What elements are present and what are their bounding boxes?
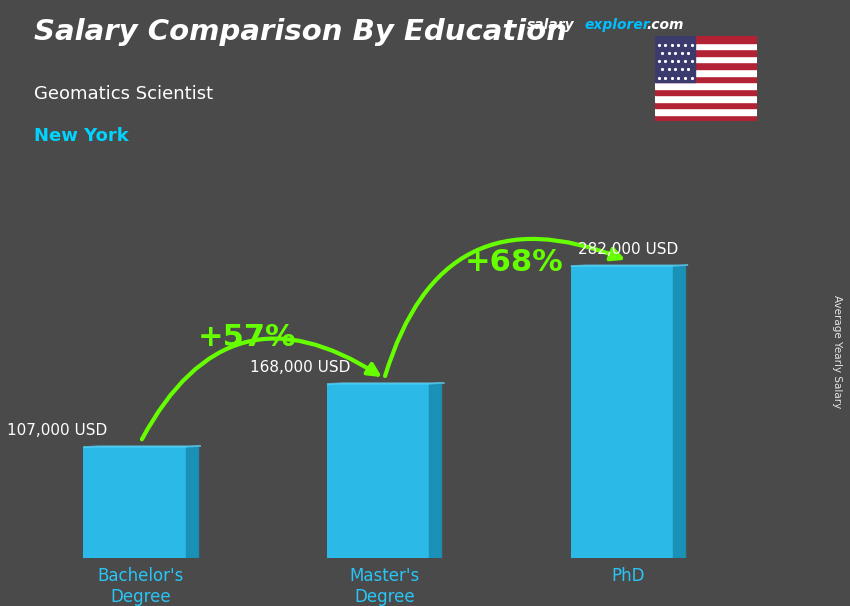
Text: 282,000 USD: 282,000 USD	[578, 242, 678, 257]
Text: +68%: +68%	[464, 248, 563, 278]
Text: 107,000 USD: 107,000 USD	[7, 423, 107, 438]
Bar	[654, 76, 756, 82]
Bar	[654, 43, 756, 50]
Bar	[185, 447, 198, 558]
Text: Geomatics Scientist: Geomatics Scientist	[34, 85, 213, 103]
Text: +57%: +57%	[198, 324, 297, 352]
Bar	[673, 266, 685, 558]
Bar	[327, 384, 441, 558]
Text: Average Yearly Salary: Average Yearly Salary	[832, 295, 842, 408]
Text: explorer: explorer	[585, 18, 650, 32]
Bar	[654, 95, 756, 102]
Bar	[654, 102, 756, 108]
Bar	[83, 447, 198, 558]
Text: .com: .com	[647, 18, 684, 32]
Polygon shape	[327, 383, 445, 384]
Bar	[654, 36, 695, 82]
Bar	[571, 266, 685, 558]
Bar	[654, 62, 756, 69]
Bar	[654, 115, 756, 121]
Bar	[429, 384, 441, 558]
Bar	[654, 69, 756, 76]
Text: 168,000 USD: 168,000 USD	[250, 360, 351, 375]
Bar	[654, 50, 756, 56]
Bar	[654, 108, 756, 115]
Polygon shape	[571, 265, 688, 266]
Bar	[654, 56, 756, 62]
Text: salary: salary	[527, 18, 575, 32]
Bar	[654, 36, 756, 43]
Polygon shape	[83, 446, 201, 447]
Bar	[654, 88, 756, 95]
Bar	[654, 82, 756, 88]
Text: Salary Comparison By Education: Salary Comparison By Education	[34, 18, 567, 46]
Text: New York: New York	[34, 127, 128, 145]
